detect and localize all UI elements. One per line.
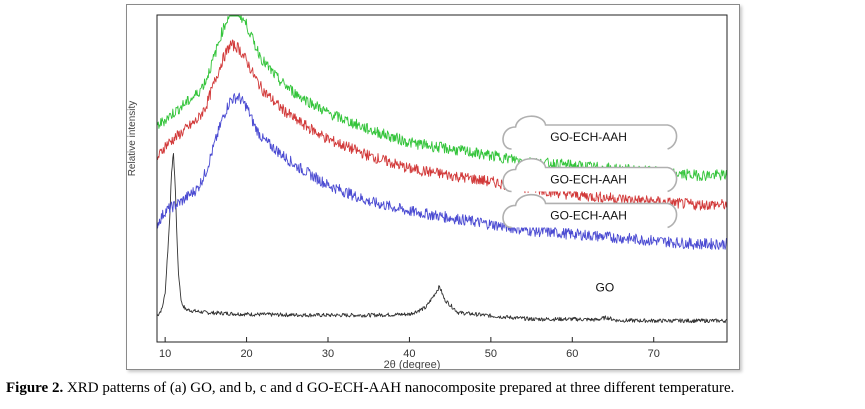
x-axis-label: 2θ (degree)	[384, 359, 441, 369]
x-tick-label: 20	[240, 348, 252, 360]
x-tick-label: 10	[159, 348, 171, 360]
figure-caption: Figure 2. XRD patterns of (a) GO, and b,…	[6, 380, 865, 397]
annotation-bubble	[502, 115, 678, 150]
annotation-label: GO	[596, 280, 615, 294]
x-tick-label: 50	[485, 348, 497, 360]
series-line-1	[156, 92, 728, 250]
annotation-label: GO-ECH-AAH	[550, 208, 627, 222]
x-tick-label: 70	[648, 348, 660, 360]
xrd-chart: GO GO-ECH-AAH GO-ECH-AAH GO-ECH-AAH 10 20 30 4…	[127, 14, 728, 369]
x-tick-label: 40	[403, 348, 415, 360]
caption-label: Figure 2.	[6, 380, 64, 396]
series-line-2	[156, 39, 728, 211]
x-tick-label: 60	[566, 348, 578, 360]
annotation-bubble	[502, 193, 678, 229]
annotation-label: GO-ECH-AAH	[550, 173, 627, 187]
annotation-bubble	[502, 157, 678, 193]
plot-frame	[156, 14, 728, 343]
x-tick-label: 30	[322, 348, 334, 360]
figure-frame: GO GO-ECH-AAH GO-ECH-AAH GO-ECH-AAH 10 20 30 4…	[126, 4, 740, 370]
y-axis-label: Relative intensity	[127, 101, 138, 177]
series-line-0	[156, 153, 728, 324]
caption-text: XRD patterns of (a) GO, and b, c and d G…	[63, 380, 735, 396]
annotation-label: GO-ECH-AAH	[550, 130, 627, 144]
